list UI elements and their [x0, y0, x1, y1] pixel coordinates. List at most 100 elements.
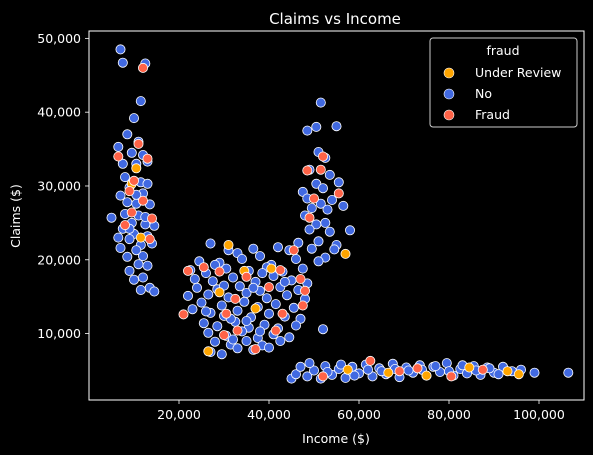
point-no: [255, 327, 264, 336]
x-tick-label: 40,000: [247, 407, 291, 422]
y-tick-label: 30,000: [37, 178, 81, 193]
point-no: [258, 269, 267, 278]
point-fraud: [264, 283, 273, 292]
point-fraud: [366, 356, 375, 365]
point-under-review: [384, 368, 393, 377]
point-no: [217, 301, 226, 310]
point-no: [530, 368, 539, 377]
point-no: [233, 306, 242, 315]
point-no: [138, 252, 147, 261]
point-fraud: [179, 310, 188, 319]
point-no: [114, 142, 123, 151]
point-no: [249, 244, 258, 253]
x-tick-label: 80,000: [427, 407, 471, 422]
point-no: [291, 254, 300, 263]
point-no: [127, 148, 136, 157]
point-no: [276, 336, 285, 345]
point-fraud: [296, 274, 305, 283]
point-under-review: [514, 370, 523, 379]
point-no: [134, 260, 143, 269]
point-no: [323, 205, 332, 214]
point-fraud: [251, 345, 260, 354]
point-fraud: [309, 194, 318, 203]
point-fraud: [289, 246, 298, 255]
point-fraud: [318, 372, 327, 381]
point-no: [190, 274, 199, 283]
point-no: [136, 97, 145, 106]
legend-label-no: No: [475, 86, 492, 101]
point-fraud: [127, 208, 136, 217]
point-no: [312, 122, 321, 131]
point-no: [494, 370, 503, 379]
point-no: [228, 335, 237, 344]
point-no: [325, 227, 334, 236]
legend-label-fraud: Fraud: [475, 107, 510, 122]
point-no: [217, 350, 226, 359]
point-no: [314, 257, 323, 266]
point-fraud: [242, 272, 251, 281]
point-no: [129, 275, 138, 284]
point-under-review: [341, 249, 350, 258]
point-no: [237, 254, 246, 263]
point-no: [116, 45, 125, 54]
point-no: [264, 343, 273, 352]
point-no: [264, 309, 273, 318]
point-under-review: [251, 304, 260, 313]
point-no: [339, 201, 348, 210]
point-no: [116, 243, 125, 252]
point-no: [564, 368, 573, 377]
point-no: [136, 285, 145, 294]
point-fraud: [271, 326, 280, 335]
point-fraud: [138, 196, 147, 205]
point-fraud: [300, 286, 309, 295]
point-fraud: [219, 331, 228, 340]
point-under-review: [267, 264, 276, 273]
point-under-review: [224, 240, 233, 249]
point-fraud: [129, 176, 138, 185]
point-no: [334, 178, 343, 187]
point-under-review: [204, 347, 213, 356]
y-tick-label: 40,000: [37, 105, 81, 120]
point-no: [363, 365, 372, 374]
point-no: [197, 298, 206, 307]
point-no: [210, 337, 219, 346]
point-fraud: [318, 152, 327, 161]
legend-label-under-review: Under Review: [475, 65, 561, 80]
point-no: [114, 233, 123, 242]
y-tick-label: 50,000: [37, 31, 81, 46]
point-no: [316, 98, 325, 107]
point-no: [330, 245, 339, 254]
point-no: [213, 322, 222, 331]
point-no: [285, 333, 294, 342]
point-no: [204, 290, 213, 299]
point-no: [204, 328, 213, 337]
point-no: [228, 273, 237, 282]
point-fraud: [303, 166, 312, 175]
point-fraud: [222, 309, 231, 318]
x-tick-label: 100,000: [513, 407, 565, 422]
point-no: [206, 239, 215, 248]
point-no: [282, 291, 291, 300]
point-no: [280, 277, 289, 286]
point-fraud: [125, 187, 134, 196]
point-fraud: [478, 365, 487, 374]
legend-marker-fraud: [444, 110, 454, 120]
point-fraud: [305, 213, 314, 222]
point-no: [318, 325, 327, 334]
legend-marker-under-review: [444, 68, 454, 78]
point-no: [123, 252, 132, 261]
point-no: [188, 305, 197, 314]
point-fraud: [147, 214, 156, 223]
point-no: [118, 58, 127, 67]
point-no: [129, 114, 138, 123]
point-under-review: [136, 233, 145, 242]
point-no: [138, 273, 147, 282]
point-no: [242, 316, 251, 325]
point-no: [273, 243, 282, 252]
point-no: [303, 126, 312, 135]
point-no: [249, 283, 258, 292]
x-axis-label: Income ($): [302, 431, 370, 446]
point-no: [192, 283, 201, 292]
point-no: [318, 184, 327, 193]
